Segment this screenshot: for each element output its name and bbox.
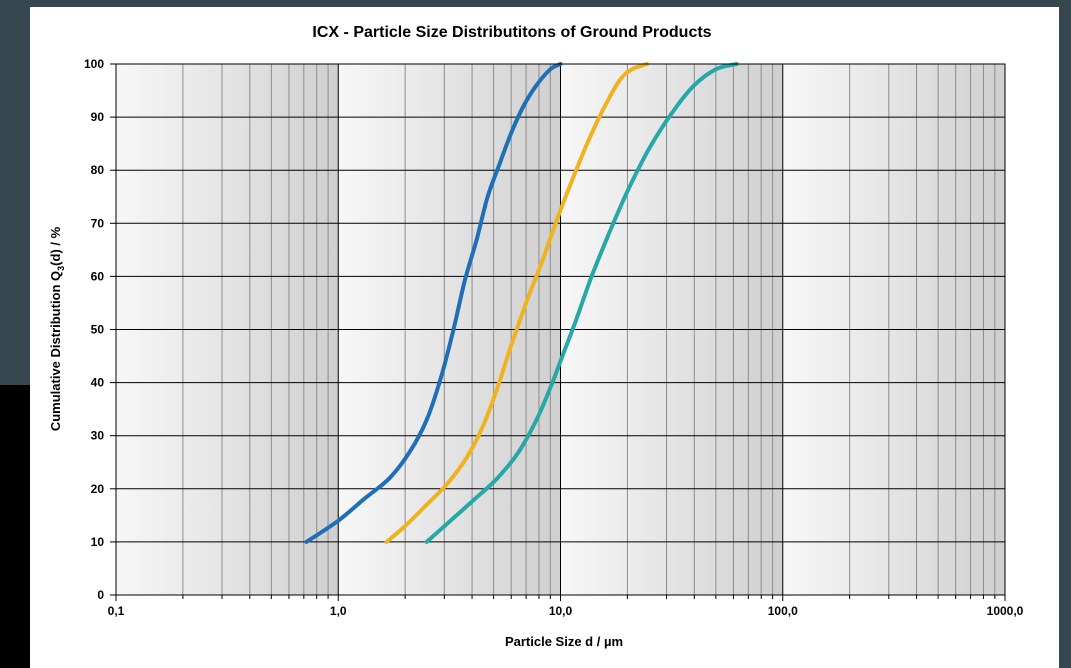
series-group	[304, 62, 739, 544]
background-strip	[1059, 385, 1071, 668]
grid	[115, 63, 1006, 596]
tick-labels: 0 10 20 30 40 50 60 70 80 90 100 0,1 1,0 10,0 100,0 100…	[84, 57, 1024, 618]
y-axis-label: Cumulative Distribution Q3(d) / %	[48, 226, 66, 431]
x-tick-label: 0,1	[108, 604, 125, 618]
x-tick-label: 1,0	[330, 604, 347, 618]
y-tick-label: 10	[91, 535, 105, 549]
chart-svg: ICX - Particle Size Distributitons of Gr…	[48, 24, 1024, 649]
y-tick-label: 60	[91, 269, 105, 283]
series-line	[424, 62, 739, 544]
x-tick-label: 100,0	[768, 604, 798, 618]
axes	[110, 63, 1006, 601]
y-axis-label-part2: (d) / %	[48, 226, 63, 265]
y-tick-label: 50	[91, 323, 105, 337]
y-axis-label-subscript: 3	[56, 266, 66, 271]
x-tick-label: 10,0	[549, 604, 573, 618]
y-tick-label: 20	[91, 482, 105, 496]
series-line	[304, 62, 563, 544]
y-tick-label: 30	[91, 429, 105, 443]
y-tick-label: 0	[97, 588, 104, 602]
y-tick-label: 100	[84, 57, 104, 71]
x-tick-label: 1000,0	[987, 604, 1024, 618]
y-tick-label: 40	[91, 376, 105, 390]
y-tick-label: 70	[91, 216, 105, 230]
y-tick-label: 90	[91, 110, 105, 124]
series-line	[384, 62, 649, 544]
x-axis-label: Particle Size d / µm	[505, 634, 623, 649]
chart-panel: ICX - Particle Size Distributitons of Gr…	[30, 7, 1059, 668]
y-tick-label: 80	[91, 163, 105, 177]
y-axis-label-part1: Cumulative Distribution Q	[48, 271, 63, 431]
chart-title: ICX - Particle Size Distributitons of Gr…	[312, 24, 711, 41]
